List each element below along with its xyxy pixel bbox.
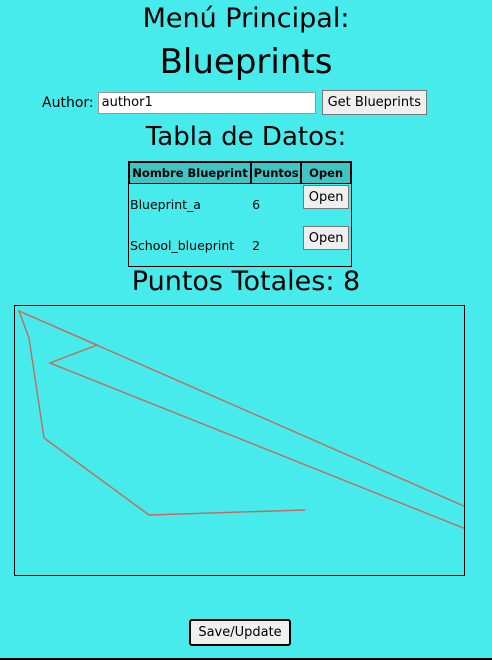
column-header-open: Open bbox=[301, 162, 351, 184]
save-update-button[interactable]: Save/Update bbox=[189, 619, 291, 646]
blueprint-name-cell: School_blueprint bbox=[130, 238, 235, 253]
blueprint-points-cell: 6 bbox=[252, 197, 261, 212]
get-blueprints-button[interactable]: Get Blueprints bbox=[321, 90, 427, 115]
column-header-name: Nombre Blueprint bbox=[129, 162, 252, 184]
table-title: Tabla de Datos: bbox=[145, 122, 347, 152]
page-bottom-border bbox=[0, 658, 492, 660]
total-points-label: Puntos Totales: bbox=[131, 266, 335, 297]
blueprint-name-cell: Blueprint_a bbox=[130, 197, 201, 212]
menu-title: Menú Principal: bbox=[142, 3, 350, 34]
table-row: School_blueprint 2 Open bbox=[129, 225, 351, 266]
author-search-row: Author: Get Blueprints bbox=[42, 89, 427, 116]
table-row: Blueprint_a 6 Open bbox=[129, 184, 351, 225]
table-header-row: Nombre Blueprint Puntos Open bbox=[129, 162, 351, 184]
blueprint-drawing bbox=[17, 309, 464, 529]
blueprints-table: Nombre Blueprint Puntos Open Blueprint_a… bbox=[128, 161, 352, 267]
total-points: Puntos Totales: 8 bbox=[0, 264, 492, 300]
blueprint-points-cell: 2 bbox=[252, 238, 261, 253]
app-title: Blueprints bbox=[159, 42, 333, 82]
author-label: Author: bbox=[42, 94, 94, 111]
column-header-points: Puntos bbox=[251, 162, 302, 184]
open-cell: Open bbox=[301, 225, 351, 266]
blueprint-path-a bbox=[17, 309, 464, 529]
open-blueprint-button[interactable]: Open bbox=[302, 185, 350, 209]
open-cell: Open bbox=[301, 184, 351, 225]
blueprint-canvas[interactable] bbox=[14, 305, 465, 576]
author-input[interactable] bbox=[97, 91, 316, 114]
open-blueprint-button[interactable]: Open bbox=[302, 226, 350, 250]
total-points-value: 8 bbox=[343, 266, 361, 297]
